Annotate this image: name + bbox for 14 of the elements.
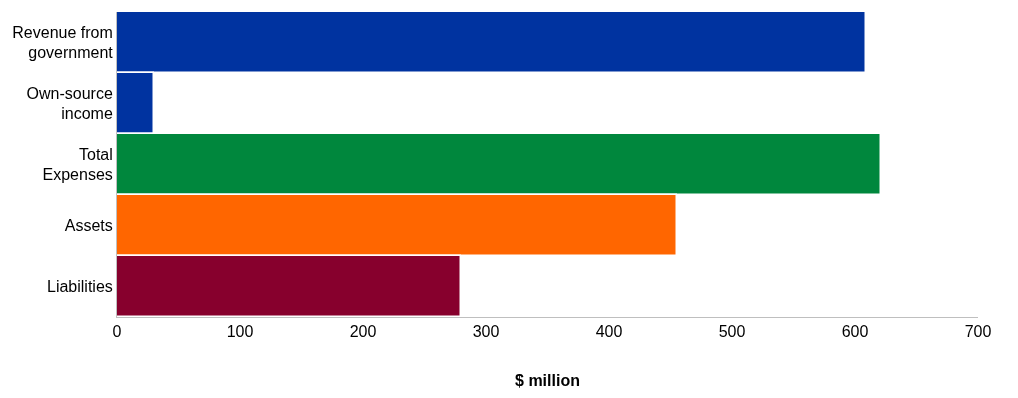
x-tick-label: 200 bbox=[349, 323, 377, 341]
y-tick-label: Own-source income bbox=[26, 84, 113, 123]
x-tick-label: 500 bbox=[718, 323, 746, 341]
x-tick-label: 100 bbox=[226, 323, 254, 341]
x-tick-label: 300 bbox=[472, 323, 500, 341]
x-tick-label: 0 bbox=[112, 323, 122, 341]
y-tick-label: Liabilities bbox=[46, 278, 113, 296]
x-tick-label: 700 bbox=[964, 323, 992, 341]
y-tick-label: Assets bbox=[64, 217, 113, 235]
x-tick-label: 400 bbox=[595, 323, 623, 341]
x-tick-label: 600 bbox=[841, 323, 869, 341]
y-tick-label: Revenue from government bbox=[12, 23, 114, 62]
y-tick-label: Total Expenses bbox=[42, 145, 113, 184]
x-axis-title: $ million bbox=[515, 371, 580, 389]
